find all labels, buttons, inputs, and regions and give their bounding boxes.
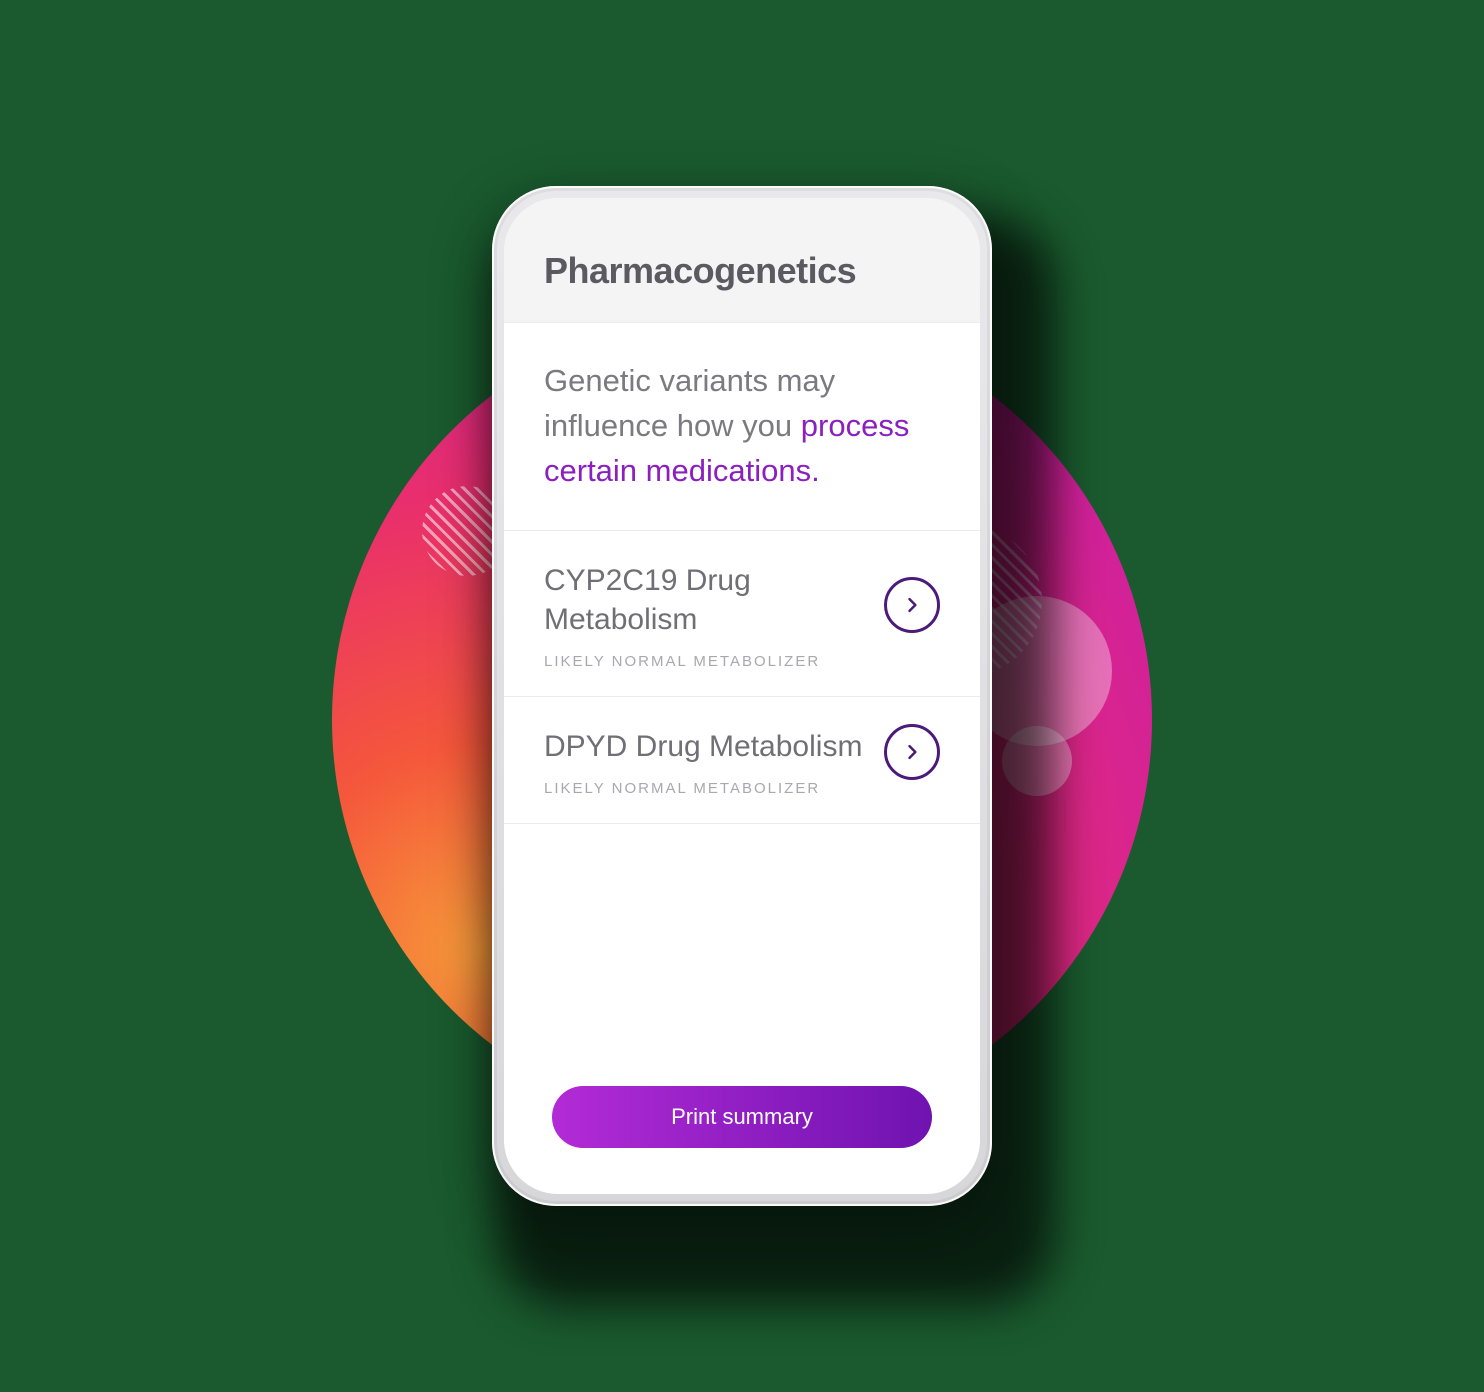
phone-screen: Pharmacogenetics Genetic variants may in… xyxy=(504,198,980,1194)
intro-text: Genetic variants may influence how you p… xyxy=(504,323,980,531)
stage: Pharmacogenetics Genetic variants may in… xyxy=(192,96,1292,1296)
print-summary-button[interactable]: Print summary xyxy=(552,1086,932,1148)
page-title: Pharmacogenetics xyxy=(544,250,940,292)
chevron-right-icon[interactable] xyxy=(884,577,940,633)
phone-frame: Pharmacogenetics Genetic variants may in… xyxy=(492,186,992,1206)
result-item-dpyd[interactable]: DPYD Drug Metabolism LIKELY NORMAL METAB… xyxy=(504,697,980,824)
result-item-subtitle: LIKELY NORMAL METABOLIZER xyxy=(544,653,864,670)
screen-footer: Print summary xyxy=(504,1056,980,1194)
result-item-subtitle: LIKELY NORMAL METABOLIZER xyxy=(544,780,864,797)
intro-plain: Genetic variants may influence how you xyxy=(544,363,835,443)
chevron-right-icon[interactable] xyxy=(884,724,940,780)
result-item-title: DPYD Drug Metabolism xyxy=(544,727,864,766)
screen-header: Pharmacogenetics xyxy=(504,198,980,323)
result-item-cyp2c19[interactable]: CYP2C19 Drug Metabolism LIKELY NORMAL ME… xyxy=(504,531,980,697)
result-item-title: CYP2C19 Drug Metabolism xyxy=(544,561,864,639)
